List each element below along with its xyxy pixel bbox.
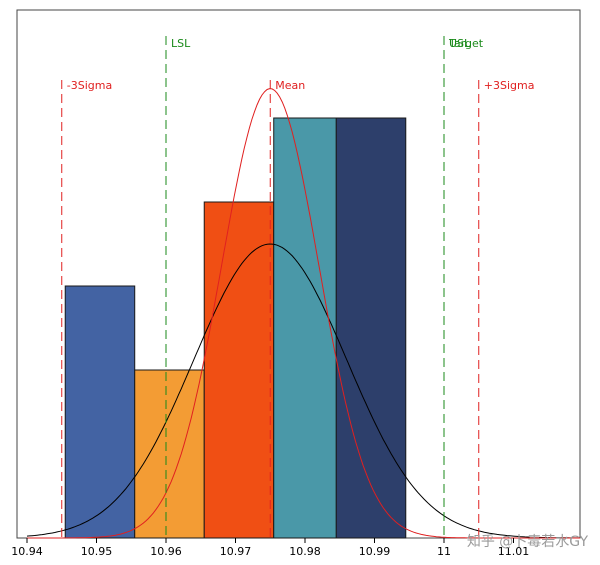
histogram-bar-3 (203, 201, 275, 539)
x-tick-label-2: 10.95 (81, 545, 113, 558)
watermark: 知乎 @卜毒若水GY (467, 533, 589, 550)
x-tick-label-3: 10.96 (150, 545, 182, 558)
x-tick-label-5: 10.98 (289, 545, 321, 558)
x-tick-label-8: 11.01 (498, 545, 530, 558)
histogram-bar-2 (134, 369, 205, 539)
distribution-curve-1 (26, 243, 580, 539)
distribution-curve-2 (27, 88, 580, 539)
reference-label-target: Target (448, 37, 484, 50)
x-tick-label-7: 11 (437, 545, 451, 558)
x-tick-label-4: 10.97 (220, 545, 252, 558)
x-tick-label-6: 10.99 (359, 545, 391, 558)
reference-label-lsl: LSL (171, 37, 191, 50)
x-axis: 10.94 10.95 10.96 10.97 10.98 10.99 11 11.01 (11, 538, 529, 558)
reference-label--3sigma: +3Sigma (484, 79, 535, 92)
reference-label--3sigma: -3Sigma (67, 79, 112, 92)
histogram-bar-4 (273, 117, 337, 539)
reference-label-mean: Mean (275, 79, 305, 92)
x-tick-label-1: 10.94 (11, 545, 43, 558)
histogram-bar-5 (335, 117, 407, 539)
distribution-curves (26, 88, 580, 539)
histogram-bars (64, 117, 407, 539)
reference-label-usl: USL (449, 37, 471, 50)
histogram-bar-1 (64, 285, 136, 539)
